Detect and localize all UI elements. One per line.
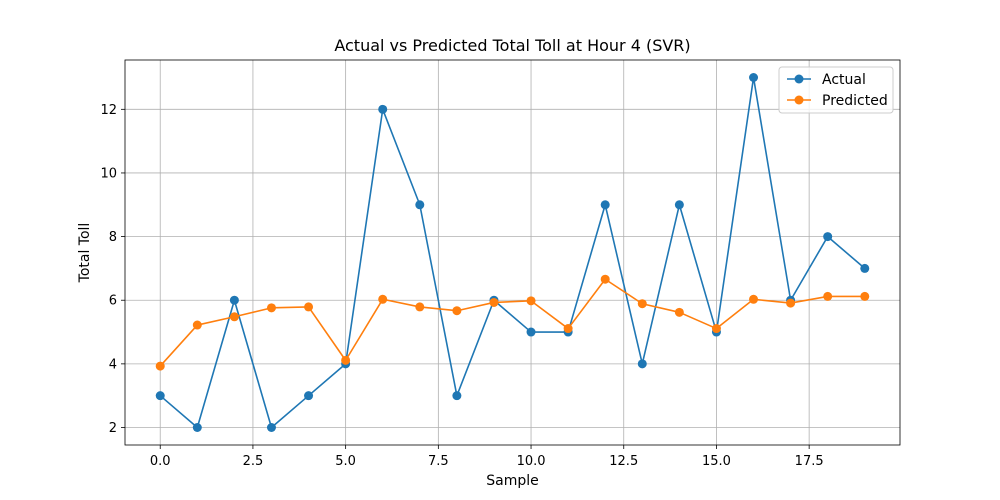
series-layer	[155, 73, 870, 432]
data-point-predicted	[711, 324, 721, 334]
x-tick-label: 17.5	[795, 454, 824, 469]
data-point-predicted	[341, 355, 351, 365]
data-point-actual	[823, 232, 833, 242]
series-line-actual	[159, 76, 866, 429]
data-point-actual	[637, 359, 647, 369]
data-point-predicted	[266, 303, 276, 313]
data-point-actual	[452, 391, 462, 401]
data-point-predicted	[600, 274, 610, 284]
data-point-actual	[674, 200, 684, 210]
data-point-predicted	[452, 306, 462, 316]
y-tick-label: 10	[100, 166, 117, 181]
data-point-predicted	[749, 294, 759, 304]
x-axis-ticks: 0.0 2.5 5.0 7.5 10.0 12.5 15.0 17.5	[150, 445, 824, 469]
x-tick-label: 0.0	[150, 454, 171, 469]
legend-predicted-label: Predicted	[822, 93, 888, 109]
x-tick-label: 7.5	[428, 454, 449, 469]
y-axis-ticks: 2 4 6 8 10 12	[100, 103, 125, 436]
data-point-predicted	[563, 324, 573, 334]
x-tick-label: 2.5	[243, 454, 264, 469]
plot-frame	[124, 59, 901, 446]
legend: Actual Predicted	[778, 66, 894, 114]
data-point-actual	[229, 295, 239, 305]
data-point-predicted	[415, 302, 425, 312]
series-line-predicted	[159, 278, 865, 367]
data-point-actual	[192, 423, 202, 432]
data-point-predicted	[489, 297, 499, 307]
data-point-actual	[378, 104, 388, 114]
data-point-actual	[600, 200, 610, 210]
y-tick-label: 8	[109, 230, 117, 245]
y-axis-title: Total Toll	[77, 223, 93, 284]
data-point-predicted	[823, 291, 833, 301]
x-tick-label: 15.0	[702, 454, 731, 469]
grid-lines	[125, 60, 900, 445]
data-point-predicted	[526, 296, 536, 306]
x-tick-label: 10.0	[517, 454, 546, 469]
legend-actual-label: Actual	[822, 72, 866, 88]
y-tick-label: 2	[109, 421, 117, 436]
data-point-actual	[415, 200, 425, 210]
y-tick-label: 12	[100, 103, 117, 118]
data-point-predicted	[192, 320, 202, 330]
data-point-actual	[526, 327, 536, 337]
data-point-actual	[304, 391, 314, 401]
data-point-predicted	[229, 312, 239, 322]
data-point-predicted	[637, 299, 647, 309]
data-point-actual	[749, 73, 759, 82]
x-axis-title: Sample	[486, 473, 539, 489]
x-tick-label: 12.5	[609, 454, 638, 469]
data-point-predicted	[674, 307, 684, 317]
legend-actual-marker	[794, 74, 804, 84]
y-tick-label: 4	[109, 357, 117, 372]
data-point-predicted	[304, 302, 314, 312]
data-point-predicted	[860, 291, 870, 301]
data-point-predicted	[155, 361, 165, 371]
chart-title: Actual vs Predicted Total Toll at Hour 4…	[334, 36, 690, 55]
data-point-actual	[860, 263, 870, 273]
data-point-actual	[155, 391, 165, 401]
data-point-predicted	[786, 298, 796, 308]
legend-predicted-marker	[794, 95, 804, 105]
data-point-actual	[266, 423, 276, 432]
data-point-predicted	[378, 294, 388, 304]
y-tick-label: 6	[109, 294, 117, 309]
x-tick-label: 5.0	[335, 454, 356, 469]
